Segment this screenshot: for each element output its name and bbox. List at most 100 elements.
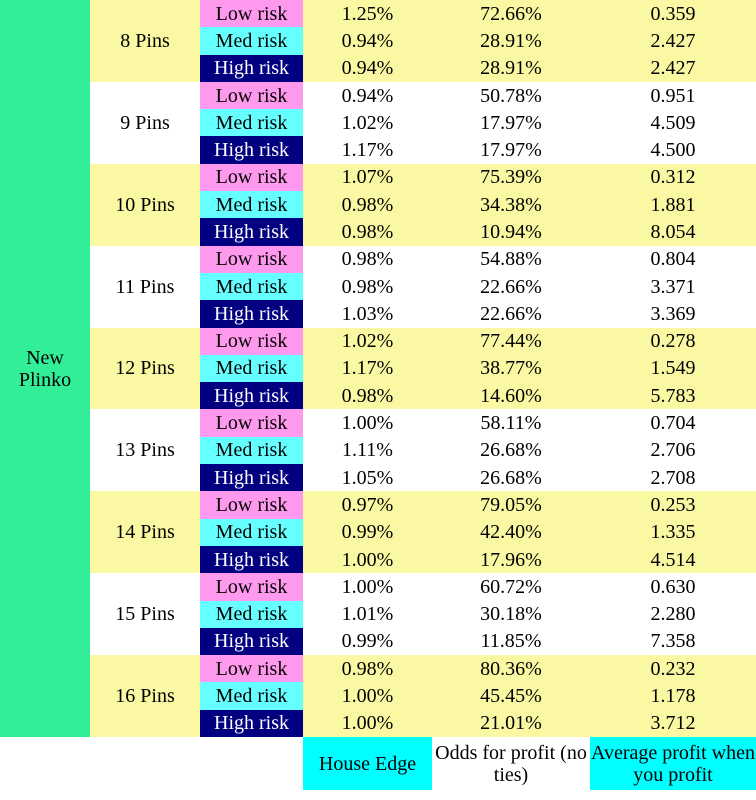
house-edge: 0.94% (341, 57, 394, 80)
avg-profit: 0.278 (650, 330, 696, 353)
avg-profit: 1.881 (650, 193, 696, 216)
pins-label: 14 Pins (115, 521, 175, 544)
house-edge: 1.17% (341, 139, 394, 162)
avg-profit: 1.549 (650, 357, 696, 380)
odds: 17.96% (480, 548, 542, 571)
house-edge: 1.00% (341, 685, 394, 708)
house-edge: 0.98% (341, 275, 394, 298)
house-edge: 0.98% (341, 221, 394, 243)
footer-odds: Odds for profit (no ties) (432, 737, 590, 790)
odds: 45.45% (480, 685, 542, 708)
pins-label: 11 Pins (115, 275, 175, 298)
footer-avg-profit: Average profit when you profit (590, 737, 756, 790)
pins-label: 13 Pins (115, 439, 175, 462)
avg-profit: 3.369 (650, 302, 696, 325)
odds: 28.91% (480, 29, 542, 52)
house-edge: 1.00% (341, 548, 394, 571)
odds: 79.05% (480, 493, 542, 516)
avg-profit: 4.509 (650, 111, 696, 134)
risk-label: Low risk (200, 409, 303, 437)
risk-label: Low risk (200, 0, 303, 28)
avg-profit: 0.232 (650, 657, 696, 680)
avg-profit: 1.178 (650, 685, 696, 708)
risk-label: High risk (200, 627, 303, 656)
avg-profit: 8.054 (650, 221, 696, 243)
avg-profit: 4.514 (650, 548, 696, 571)
risk-label: Low risk (200, 573, 303, 601)
risk-label: Med risk (200, 600, 303, 628)
risk-label: High risk (200, 382, 303, 410)
odds: 28.91% (480, 57, 542, 80)
odds: 11.85% (480, 630, 542, 653)
house-edge: 1.05% (341, 466, 394, 489)
avg-profit: 0.253 (650, 493, 696, 516)
house-edge: 0.99% (341, 630, 394, 653)
odds: 72.66% (480, 2, 542, 25)
odds: 50.78% (480, 84, 542, 107)
odds: 14.60% (480, 384, 542, 407)
avg-profit: 3.371 (650, 275, 696, 298)
house-edge: 1.02% (341, 111, 394, 134)
risk-label: Low risk (200, 491, 303, 519)
odds: 26.68% (480, 466, 542, 489)
risk-label: Med risk (200, 682, 303, 710)
avg-profit: 0.951 (650, 84, 696, 107)
odds: 10.94% (480, 221, 542, 243)
house-edge: 0.98% (341, 248, 394, 271)
house-edge: 0.98% (341, 193, 394, 216)
house-edge: 1.03% (341, 302, 394, 325)
odds: 30.18% (480, 603, 542, 626)
risk-label: Med risk (200, 272, 303, 301)
house-edge: 1.07% (341, 166, 394, 189)
house-edge: 1.01% (341, 603, 394, 626)
odds: 77.44% (480, 330, 542, 353)
odds: 17.97% (480, 139, 542, 162)
avg-profit: 2.280 (650, 603, 696, 626)
house-edge: 1.11% (342, 439, 393, 462)
house-edge: 0.97% (341, 493, 394, 516)
avg-profit: 0.312 (650, 166, 696, 189)
house-edge: 1.17% (341, 357, 394, 380)
house-edge: 1.00% (341, 712, 394, 735)
avg-profit: 2.706 (650, 439, 696, 462)
risk-label: High risk (200, 136, 303, 164)
odds: 22.66% (480, 275, 542, 298)
risk-label: High risk (200, 709, 303, 737)
odds: 58.11% (480, 412, 542, 435)
pins-label: 15 Pins (115, 603, 175, 626)
group-label: New Plinko (0, 0, 90, 737)
odds: 54.88% (480, 248, 542, 271)
avg-profit: 4.500 (650, 139, 696, 162)
pins-label: 12 Pins (115, 357, 175, 380)
odds: 60.72% (480, 575, 542, 598)
house-edge: 0.99% (341, 521, 394, 544)
avg-profit: 0.804 (650, 248, 696, 271)
house-edge: 1.00% (341, 575, 394, 598)
risk-label: Low risk (200, 163, 303, 192)
avg-profit: 5.783 (650, 384, 696, 407)
house-edge: 1.02% (341, 330, 394, 353)
avg-profit: 2.708 (650, 466, 696, 489)
house-edge: 0.94% (341, 84, 394, 107)
avg-profit: 0.704 (650, 412, 696, 435)
house-edge: 1.25% (341, 2, 394, 25)
odds: 75.39% (480, 166, 542, 189)
odds: 26.68% (480, 439, 542, 462)
risk-label: High risk (200, 545, 303, 574)
avg-profit: 0.630 (650, 575, 696, 598)
risk-label: High risk (200, 218, 303, 246)
avg-profit: 2.427 (650, 29, 696, 52)
pins-label: 8 Pins (120, 29, 170, 52)
odds: 34.38% (480, 193, 542, 216)
pins-label: 9 Pins (120, 111, 170, 134)
risk-label: Low risk (200, 245, 303, 273)
risk-label: High risk (200, 54, 303, 82)
odds: 80.36% (480, 657, 542, 680)
risk-label: Low risk (200, 327, 303, 355)
house-edge: 0.94% (341, 29, 394, 52)
risk-label: Med risk (200, 109, 303, 137)
avg-profit: 0.359 (650, 2, 696, 25)
house-edge: 1.00% (341, 412, 394, 435)
footer-house-edge: House Edge (303, 737, 432, 790)
